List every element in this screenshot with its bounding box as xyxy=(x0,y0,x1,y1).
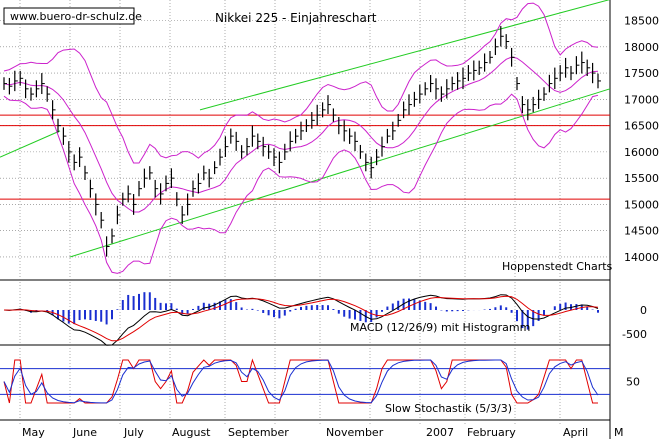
price-tick-label: 15500 xyxy=(624,172,659,185)
band-upper xyxy=(3,2,599,164)
channel-upper-left xyxy=(0,130,61,158)
x-tick-label: February xyxy=(467,426,516,439)
macd-line xyxy=(3,294,599,346)
band-lower xyxy=(3,93,599,274)
x-tick-label: M xyxy=(614,426,624,439)
chart-credit: Hoppenstedt Charts xyxy=(502,260,613,273)
price-tick-label: 16500 xyxy=(624,120,659,133)
grid xyxy=(0,0,610,425)
band-middle xyxy=(3,56,599,213)
source-text: www.buero-dr-schulz.de xyxy=(10,10,142,23)
stoch-label: Slow Stochastik (5/3/3) xyxy=(385,402,512,415)
stoch-tick-label: 50 xyxy=(626,376,640,389)
x-tick-label: May xyxy=(22,426,45,439)
macd-tick-label: -500 xyxy=(622,328,647,341)
x-tick-label: June xyxy=(72,426,97,439)
x-tick-label: November xyxy=(326,426,384,439)
price-tick-label: 16000 xyxy=(624,146,659,159)
x-tick-label: April xyxy=(563,426,588,439)
macd-tick-label: 0 xyxy=(640,304,647,317)
stochastic-panel: 50 xyxy=(0,358,640,404)
price-tick-label: 18000 xyxy=(624,41,659,54)
trend-channel xyxy=(0,0,611,258)
x-tick-labels: May June July August September November 2007 Fe… xyxy=(22,426,624,439)
x-tick-label: July xyxy=(123,426,144,439)
macd-signal-line xyxy=(3,295,599,342)
x-tick-label: September xyxy=(228,426,289,439)
price-bars xyxy=(3,26,601,257)
macd-label: MACD (12/26/9) mit Histogramm xyxy=(350,321,530,334)
stoch-d-line xyxy=(3,359,599,404)
channel-upper xyxy=(199,0,611,111)
macd-panel: 0 -500 xyxy=(3,292,647,346)
source-box: www.buero-dr-schulz.de xyxy=(3,7,142,25)
chart-title: Nikkei 225 - Einjahreschart xyxy=(215,11,377,25)
horizontal-levels xyxy=(0,114,610,200)
x-tick-label: August xyxy=(172,426,211,439)
price-tick-label: 17500 xyxy=(624,67,659,80)
price-tick-label: 15000 xyxy=(624,198,659,211)
y-tick-labels: 18500 18000 17500 17000 16500 16000 15500 15000… xyxy=(624,15,659,264)
x-tick-label: 2007 xyxy=(426,426,454,439)
price-tick-label: 14500 xyxy=(624,225,659,238)
bollinger-bands xyxy=(3,2,599,274)
price-tick-label: 14000 xyxy=(624,251,659,264)
channel-lower xyxy=(69,88,611,258)
price-tick-label: 18500 xyxy=(624,15,659,28)
price-tick-label: 17000 xyxy=(624,93,659,106)
